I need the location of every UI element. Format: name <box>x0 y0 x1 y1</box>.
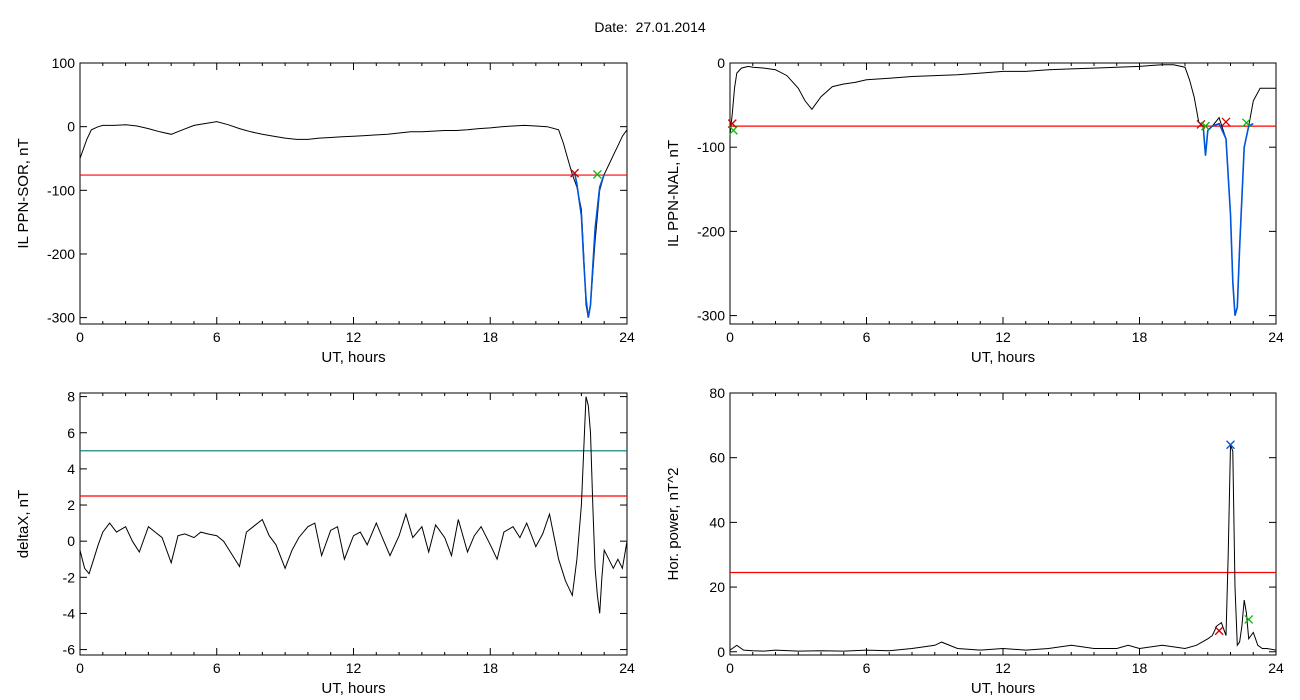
y-tick-label: -100 <box>697 139 725 155</box>
x-tick-label: 18 <box>482 660 498 676</box>
marker <box>728 125 738 135</box>
chart-tl: 0 6 12 18 24 100 0 -100 -200 -300 UT, hours IL PPN-… <box>15 55 635 366</box>
y-tick-label: -200 <box>47 246 75 262</box>
plot-frame <box>79 62 628 325</box>
y-tick-label: -2 <box>63 569 76 585</box>
x-axis-label: UT, hours <box>321 680 385 697</box>
marker <box>592 169 602 179</box>
x-tick-label: 0 <box>76 660 84 676</box>
y-tick-label: -4 <box>63 605 76 621</box>
marker <box>1244 614 1254 624</box>
x-tick-label: 24 <box>1268 329 1284 345</box>
chart-br: 0 6 12 18 24 80 60 40 20 0 UT, hours Hor. power, nT… <box>665 385 1284 697</box>
chart-bl: 0 6 12 18 24 8 6 4 2 0 -2 -4 -6 UT, hours deltaX, nT <box>15 389 635 697</box>
marker <box>570 168 580 178</box>
y-tick-label: -200 <box>697 223 725 239</box>
x-axis-label: UT, hours <box>971 680 1035 697</box>
x-tick-label: 6 <box>863 660 871 676</box>
x-tick-label: 24 <box>619 660 635 676</box>
y-tick-label: -300 <box>47 310 75 326</box>
plot-frame <box>79 392 628 656</box>
x-tick-label: 24 <box>619 329 635 345</box>
x-tick-label: 0 <box>726 660 734 676</box>
x-tick-label: 6 <box>213 329 221 345</box>
x-tick-label: 18 <box>1132 329 1148 345</box>
y-tick-label: 0 <box>67 119 75 135</box>
y-tick-label: 80 <box>709 385 725 401</box>
x-tick-label: 18 <box>1132 660 1148 676</box>
plot-frame <box>729 392 1277 656</box>
y-tick-label: 40 <box>709 514 725 530</box>
y-tick-label: 4 <box>67 461 75 477</box>
plot-frame <box>729 62 1277 325</box>
x-tick-label: 12 <box>346 660 362 676</box>
x-tick-label: 12 <box>995 660 1011 676</box>
highlight-line <box>1202 122 1254 316</box>
y-tick-label: 100 <box>52 55 76 71</box>
y-axis-label: IL PPN-SOR, nT <box>15 138 32 248</box>
y-tick-label: 2 <box>67 497 75 513</box>
x-tick-label: 6 <box>213 660 221 676</box>
y-tick-label: 6 <box>67 425 75 441</box>
x-tick-label: 24 <box>1268 660 1284 676</box>
x-axis-label: UT, hours <box>971 349 1035 366</box>
data-line <box>80 396 627 614</box>
y-tick-label: 0 <box>717 55 725 71</box>
marker <box>1214 626 1224 636</box>
data-line <box>80 121 627 318</box>
x-tick-label: 6 <box>863 329 871 345</box>
y-axis-label: IL PPN-NAL, nT <box>665 140 682 247</box>
y-axis-label: Hor. power, nT^2 <box>665 468 682 581</box>
highlight-line <box>573 172 605 318</box>
x-tick-label: 0 <box>726 329 734 345</box>
y-tick-label: -100 <box>47 182 75 198</box>
y-tick-label: -300 <box>697 308 725 324</box>
y-tick-label: 60 <box>709 450 725 466</box>
marker <box>1241 118 1251 128</box>
data-line <box>730 444 1276 652</box>
x-tick-label: 12 <box>995 329 1011 345</box>
y-tick-label: 20 <box>709 579 725 595</box>
x-tick-label: 12 <box>346 329 362 345</box>
marker <box>1201 121 1210 131</box>
figure-title: Date: 27.01.2014 <box>594 19 706 35</box>
y-axis-label: deltaX, nT <box>15 490 32 558</box>
x-axis-label: UT, hours <box>321 349 385 366</box>
x-tick-label: 18 <box>482 329 498 345</box>
chart-tr: 0 6 12 18 24 0 -100 -200 -300 UT, hours IL PPN-NAL… <box>665 55 1284 366</box>
marker <box>1226 440 1235 450</box>
y-tick-label: 8 <box>67 389 75 405</box>
y-tick-label: 0 <box>717 644 725 660</box>
y-tick-label: -6 <box>63 642 76 658</box>
y-tick-label: 0 <box>67 533 75 549</box>
marker <box>1221 117 1231 127</box>
x-tick-label: 0 <box>76 329 84 345</box>
data-line <box>730 64 1276 316</box>
